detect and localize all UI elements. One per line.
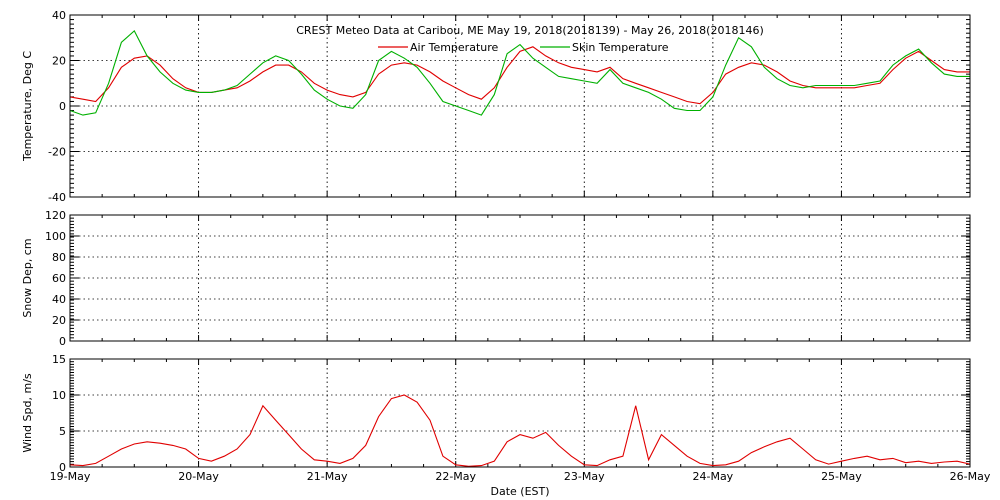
y-tick-label: 0 xyxy=(59,100,66,113)
y-axis-label: Wind Spd, m/s xyxy=(21,373,34,453)
y-tick-label: 20 xyxy=(52,55,66,68)
y-tick-label: 120 xyxy=(45,209,66,222)
y-tick-label: -40 xyxy=(48,191,66,204)
series-line-1 xyxy=(69,30,970,116)
y-tick-label: 40 xyxy=(52,9,66,22)
x-tick-label: 21-May xyxy=(307,470,348,483)
x-tick-label: 23-May xyxy=(564,470,605,483)
y-axis-label: Temperature, Deg C xyxy=(21,51,34,162)
y-tick-label: 15 xyxy=(52,353,66,366)
y-tick-label: 0 xyxy=(59,461,66,474)
series-line-0 xyxy=(69,46,970,105)
y-tick-label: 5 xyxy=(59,425,66,438)
y-axis-label: Snow Dep, cm xyxy=(21,238,34,317)
y-tick-label: 100 xyxy=(45,230,66,243)
x-axis-label: Date (EST) xyxy=(490,485,549,498)
y-tick-label: 60 xyxy=(52,272,66,285)
y-tick-label: 0 xyxy=(59,335,66,348)
y-tick-label: 20 xyxy=(52,314,66,327)
x-tick-label: 22-May xyxy=(435,470,476,483)
chart-title: CREST Meteo Data at Caribou, ME May 19, … xyxy=(296,24,764,37)
y-tick-label: 40 xyxy=(52,293,66,306)
legend-label-1: Skin Temperature xyxy=(572,41,669,54)
x-tick-label: 24-May xyxy=(692,470,733,483)
plot-frame xyxy=(69,358,971,468)
plot-frame xyxy=(69,214,971,342)
legend-label-0: Air Temperature xyxy=(410,41,499,54)
plot-frame xyxy=(69,14,971,198)
y-tick-label: -20 xyxy=(48,146,66,159)
y-tick-label: 10 xyxy=(52,389,66,402)
x-tick-label: 20-May xyxy=(178,470,219,483)
series-line-0 xyxy=(69,394,971,467)
x-tick-label: 25-May xyxy=(821,470,862,483)
x-tick-label: 19-May xyxy=(50,470,91,483)
y-tick-label: 80 xyxy=(52,251,66,264)
x-tick-label: 26-May xyxy=(950,470,991,483)
